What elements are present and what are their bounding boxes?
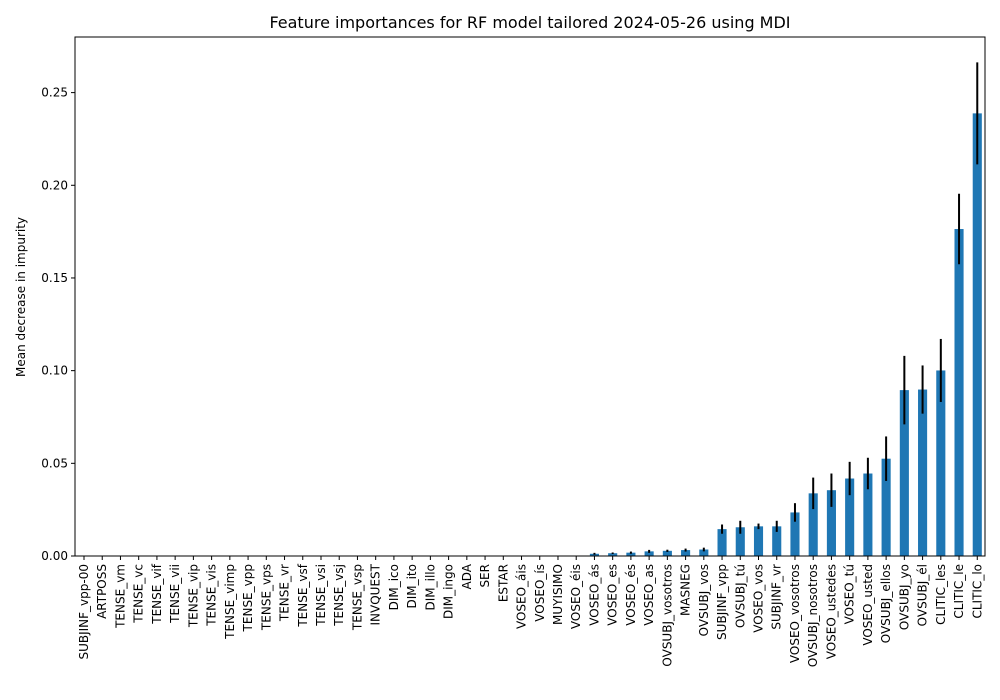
x-tick-label: TENSE_vsj [332,564,346,627]
y-tick-label: 0.05 [41,456,68,470]
y-tick-label: 0.00 [41,549,68,563]
x-tick-label: VOSEO_es [606,564,620,626]
y-tick-label: 0.15 [41,271,68,285]
x-tick-label: OVSUBJ_nosotros [806,564,820,667]
bar [699,549,709,556]
x-tick-label: TENSE_vif [150,563,164,625]
x-tick-label: MASNEG [679,564,693,616]
x-tick-label: OVSUBJ_vos [697,564,711,636]
x-tick-label: VOSEO_áis [515,564,529,629]
x-tick-label: OVSUBJ_tú [733,564,747,628]
x-tick-label: SUBJINF_vpp [715,564,729,640]
bars-group [589,113,982,557]
y-tick-label: 0.10 [41,364,68,378]
x-tick-label: CLITIC_le [952,564,966,619]
bar [936,370,946,556]
x-tick-label: TENSE_vps [259,564,273,631]
bar [662,550,672,556]
x-tick-label: VOSEO_tú [843,564,857,624]
x-tick-label: CLITIC_lo [970,564,984,619]
bar [899,390,909,556]
x-tick-label: DIM_ico [387,564,401,610]
y-axis-label: Mean decrease in impurity [14,217,28,377]
x-tick-label: TENSE_vsi [314,564,328,627]
bar [881,458,891,556]
x-tick-label: TENSE_vimp [223,564,237,640]
x-tick-label: VOSEO_és [624,564,638,626]
bar [644,551,654,556]
x-tick-label: VOSEO_ustedes [824,564,838,659]
x-tick-label: DIM_ingo [442,564,456,619]
x-tick-label: ADA [460,563,474,589]
bar [808,493,818,556]
bar [790,512,800,556]
x-tick-label: OVSUBJ_él [916,564,930,626]
x-tick-label: OVSUBJ_ellos [879,564,893,643]
bar [608,553,618,556]
x-tick-label: ARTPOSS [95,564,109,619]
chart-title: Feature importances for RF model tailore… [269,13,790,32]
y-ticks-group: 0.00 0.05 0.10 0.15 0.20 0.25 [41,86,75,563]
x-tick-label: VOSEO_usted [861,564,875,646]
x-tick-label: TENSE_vpp [241,564,255,632]
x-ticks-group: SUBJINF_vpp-00 ARTPOSS TENSE_vm TENSE_vc TEN… [77,556,984,667]
x-tick-label: CLITIC_les [934,564,948,625]
bar [681,550,691,556]
x-tick-label: TENSE_vm [113,564,127,629]
bar [918,389,928,556]
x-tick-label: ESTAR [496,564,510,602]
bar [863,473,873,556]
bar [772,526,782,556]
x-tick-label: SER [478,564,492,588]
x-tick-label: TENSE_vii [168,564,182,624]
x-tick-label: DIM_ito [405,564,419,609]
y-tick-label: 0.20 [41,178,68,192]
bar [972,113,982,557]
x-tick-label: TENSE_vc [132,564,146,624]
x-tick-label: VOSEO_vosotros [788,564,802,663]
x-tick-label: OVSUBJ_vosotros [660,564,674,667]
x-tick-label: DIM_illo [423,564,437,610]
x-tick-label: MUYISIMO [551,564,565,625]
x-tick-label: SUBJINF_vr [770,564,784,630]
plot-frame [74,36,986,557]
bar [717,529,727,556]
error-bars-group [593,62,979,555]
x-tick-label: VOSEO_éis [569,564,583,629]
bar [626,552,636,556]
x-tick-label: TENSE_vis [205,564,219,627]
x-tick-label: OVSUBJ_yo [897,564,911,630]
x-tick-label: VOSEO_ás [587,564,601,626]
x-tick-label: INVQUEST [369,563,383,625]
x-tick-label: TENSE_vsp [350,564,364,631]
bar [845,478,855,556]
x-tick-label: VOSEO_as [642,564,656,626]
x-tick-label: SUBJINF_vpp-00 [77,564,91,660]
bar [589,553,599,556]
bar [735,527,745,556]
bar [753,526,764,556]
x-tick-label: TENSE_vr [278,564,292,622]
x-tick-label: VOSEO_ís [533,564,547,622]
bar [826,490,836,556]
bar [954,229,964,556]
x-tick-label: VOSEO_vos [752,564,766,633]
y-tick-label: 0.25 [41,86,68,100]
x-tick-label: TENSE_vsf [296,563,310,627]
x-tick-label: TENSE_vip [186,564,200,628]
